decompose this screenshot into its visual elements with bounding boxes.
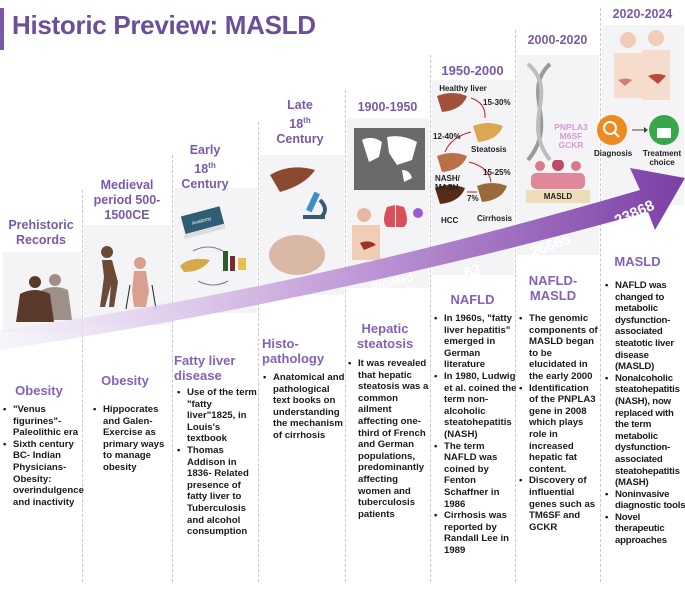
heading-masld: MASLD [614, 254, 661, 269]
title-accent-bar [0, 8, 4, 50]
nash-label: NASH/ MASH [435, 174, 460, 192]
liver-microscope-tissue-icon [269, 167, 327, 275]
rate-label: 7% [467, 194, 479, 203]
divider [82, 190, 83, 582]
bullet-item: Sixth century BC- Indian Physicians- Obe… [3, 439, 84, 509]
obese-people-icon [16, 274, 72, 322]
heading-fatty-liver-disease: Fatty liver disease [174, 353, 236, 383]
bullet-item: The genomic components of MASLD began to… [519, 313, 600, 383]
divider [515, 30, 516, 582]
world-map-body-lungs-icon [352, 128, 425, 260]
gene-list: PNPLA3 M6SF GCKR [550, 123, 592, 150]
bullet-item: Noninvasive diagnostic tools [605, 489, 685, 512]
bullet-item: In 1980, Ludwig et al. coined the term n… [434, 371, 517, 441]
era-line: Late [287, 98, 313, 112]
disease-progression-diagram: Healthy liver 15-30% 12-40% Steatosis NA… [433, 82, 513, 225]
bullet-item: NAFLD was changed to metabolic dysfuncti… [605, 280, 685, 373]
bullet-item: The term NAFLD was coined by Fenton Scha… [434, 441, 517, 511]
bullet-list: It was revealed that hepatic steatosis w… [347, 358, 431, 520]
diagnosis-label: Diagnosis [594, 149, 633, 158]
era-title-early-18th: Early 18th Century [174, 143, 236, 192]
bullet-list: NAFLD was changed to metabolic dysfuncti… [604, 280, 685, 547]
bullet-list: In 1960s, "fatty liver hepatitis" emerge… [433, 313, 517, 556]
rate-label: 15-30% [483, 98, 511, 107]
heading-nafld-masld: NAFLD-MASLD [528, 273, 578, 303]
heading-hepatic-steatosis: Hepatic steatosis [356, 321, 414, 351]
era-line: 18 [194, 162, 209, 177]
healthy-liver-label: Healthy liver [439, 84, 487, 93]
cirrhosis-label: Cirrhosis [477, 214, 513, 223]
bullet-list: Use of the term "fatty liver"1825, in Lo… [176, 387, 260, 538]
anatomy-book-liver-alcohol-icon: Anatomy [180, 206, 246, 286]
divider [258, 122, 259, 582]
era-title-late-18th: Late 18th Century [266, 98, 334, 147]
bullet-item: Discovery of influential genes such as T… [519, 475, 600, 533]
heading-obesity-prehistoric: Obesity [15, 383, 63, 398]
gene-pnpla3: PNPLA3 [554, 122, 588, 132]
bullet-list: "Venus figurines"- Paleolithic eraSixth … [2, 404, 84, 508]
steatosis-label: Steatosis [471, 145, 507, 154]
era-title-1950-2000: 1950-2000 [441, 63, 504, 78]
bullet-item: Thomas Addison in 1836- Related presence… [177, 445, 260, 538]
gene-m6sf: M6SF [559, 131, 583, 141]
divider [430, 55, 431, 582]
bullet-item: "Venus figurines"- Paleolithic era [3, 404, 84, 439]
bullet-item: Hippocrates and Galen- Exercise as prima… [93, 404, 172, 474]
bullet-item: Use of the term "fatty liver"1825, in Lo… [177, 387, 260, 445]
book-label: Anatomy [191, 216, 212, 227]
heading-histopathology: Histo-pathology [262, 336, 325, 366]
rate-label: 15-25% [483, 168, 511, 177]
liver-progression-icons [435, 93, 507, 204]
era-title-2020-2024: 2020-2024 [612, 7, 673, 21]
heading-obesity-medieval: Obesity [101, 373, 149, 388]
bullet-item: Nonalcoholic steatohepatitis (NASH), now… [605, 373, 685, 489]
heading-nafld: NAFLD [450, 292, 495, 307]
arrow-shape [0, 168, 685, 350]
era-line: Early [189, 143, 221, 157]
divider [172, 155, 173, 582]
diagnosis-treatment-icons [597, 115, 679, 145]
bullet-list: Anatomical and pathological text books o… [262, 372, 346, 442]
era-sup: th [208, 161, 216, 170]
bullet-item: It was revealed that hepatic steatosis w… [348, 358, 431, 520]
patients-liver-icon [614, 30, 670, 100]
bullet-item: In 1960s, "fatty liver hepatitis" emerge… [434, 313, 517, 371]
era-line: Century [276, 132, 324, 147]
gene-gckr: GCKR [558, 140, 584, 150]
bullet-item: Novel therapeutic approaches [605, 512, 685, 547]
divider [600, 8, 601, 582]
bullet-item: Cirrhosis was reported by Randall Lee in… [434, 510, 517, 556]
era-line: 18 [289, 117, 304, 132]
patients-group-icon [531, 160, 585, 189]
era-title-1900-1950: 1900-1950 [357, 100, 418, 114]
hcc-label: HCC [441, 216, 459, 225]
bullet-list: The genomic components of MASLD began to… [518, 313, 600, 533]
page-title: Historic Preview: MASLD [12, 10, 316, 40]
divider [345, 90, 346, 582]
era-title-prehistoric: Prehistoric Records [8, 218, 74, 247]
bullet-item: Anatomical and pathological text books o… [263, 372, 346, 442]
masld-banner: MASLD [526, 190, 590, 203]
era-title-medieval: Medieval period 500-1500CE [93, 178, 161, 222]
diagnosis-magnifier-icon [597, 115, 627, 145]
bullet-list: Hippocrates and Galen- Exercise as prima… [92, 404, 172, 474]
era-line: Century [181, 177, 229, 192]
bullet-item: Identification of the PNPLA3 gene in 200… [519, 383, 600, 476]
dna-helix-icon [526, 62, 552, 162]
era-title-2000-2020: 2000-2020 [527, 33, 588, 47]
era-sup: th [303, 116, 311, 125]
rate-label: 12-40% [433, 132, 461, 141]
walking-people-icon [100, 246, 157, 310]
treatment-choice-label: Treatment choice [642, 149, 682, 167]
